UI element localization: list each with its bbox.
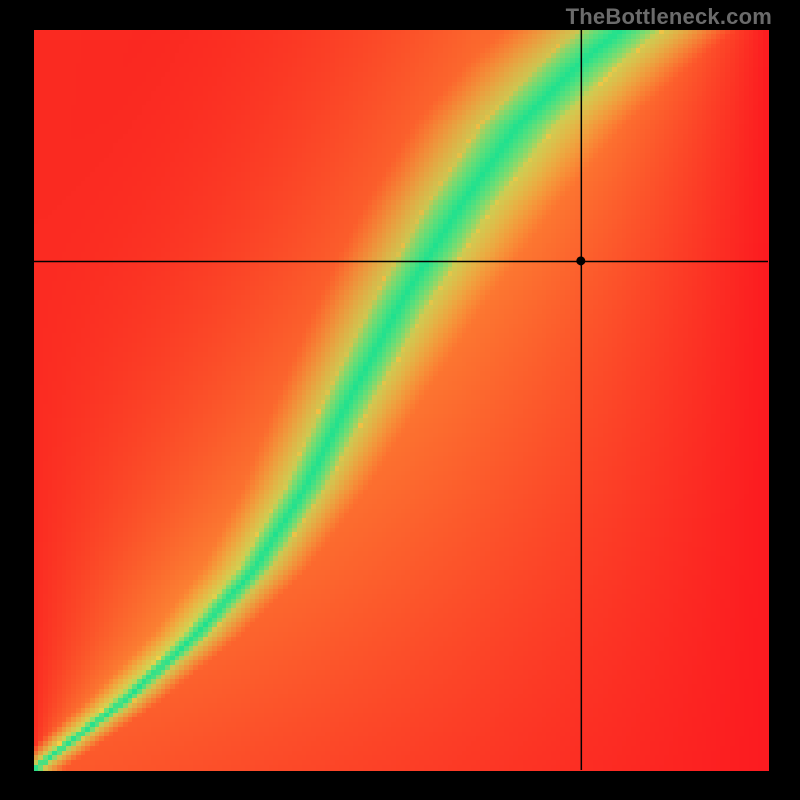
watermark-label: TheBottleneck.com	[566, 4, 772, 30]
bottleneck-heatmap	[0, 0, 800, 800]
chart-frame: TheBottleneck.com	[0, 0, 800, 800]
